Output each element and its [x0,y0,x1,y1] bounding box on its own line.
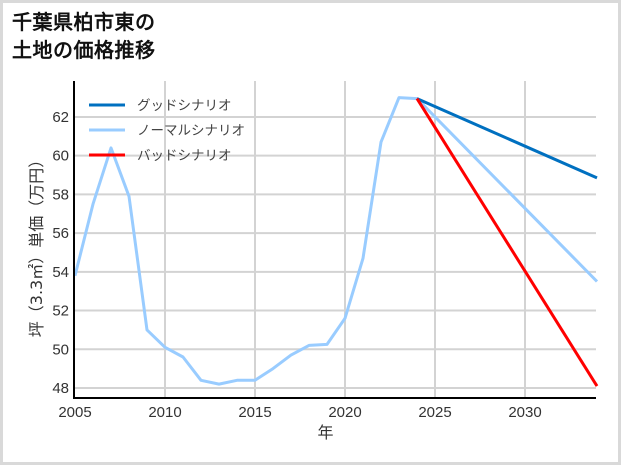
x-tick-label: 2005 [58,404,91,421]
gridlines [75,81,596,398]
series-line [416,97,598,180]
x-tick-label: 2015 [238,404,271,421]
x-tick-label: 2010 [148,404,181,421]
data-lines [73,96,599,387]
x-axis-label: 年 [317,423,333,442]
legend-label: ノーマルシナリオ [137,123,245,139]
y-tick-label: 50 [52,341,69,358]
x-tick-label: 2020 [328,404,361,421]
y-tick-label: 48 [52,380,69,397]
y-tick-label: 58 [52,186,69,203]
y-tick-label: 60 [52,148,69,165]
x-tick-label: 2030 [508,404,541,421]
y-axis-label: 坪（3.3㎡）単価（万円） [27,152,46,337]
y-tick-label: 62 [52,109,69,126]
x-tick-label: 2025 [418,404,451,421]
series-line [73,96,599,386]
series-line [415,97,599,387]
y-tick-label: 54 [52,264,69,281]
y-tick-label: 56 [52,225,69,242]
legend-label: グッドシナリオ [137,98,232,114]
chart-title-line2: 土地の価格推移 [12,38,156,62]
legend-label: バッドシナリオ [137,148,232,164]
chart-title: 千葉県柏市東の 土地の価格推移 [12,8,156,64]
y-tick-label: 52 [52,303,69,320]
axes: 48 50 52 54 56 58 60 62 2005 2010 2015 2020 2025 2030… [27,81,596,442]
chart-title-line1: 千葉県柏市東の [12,10,156,34]
